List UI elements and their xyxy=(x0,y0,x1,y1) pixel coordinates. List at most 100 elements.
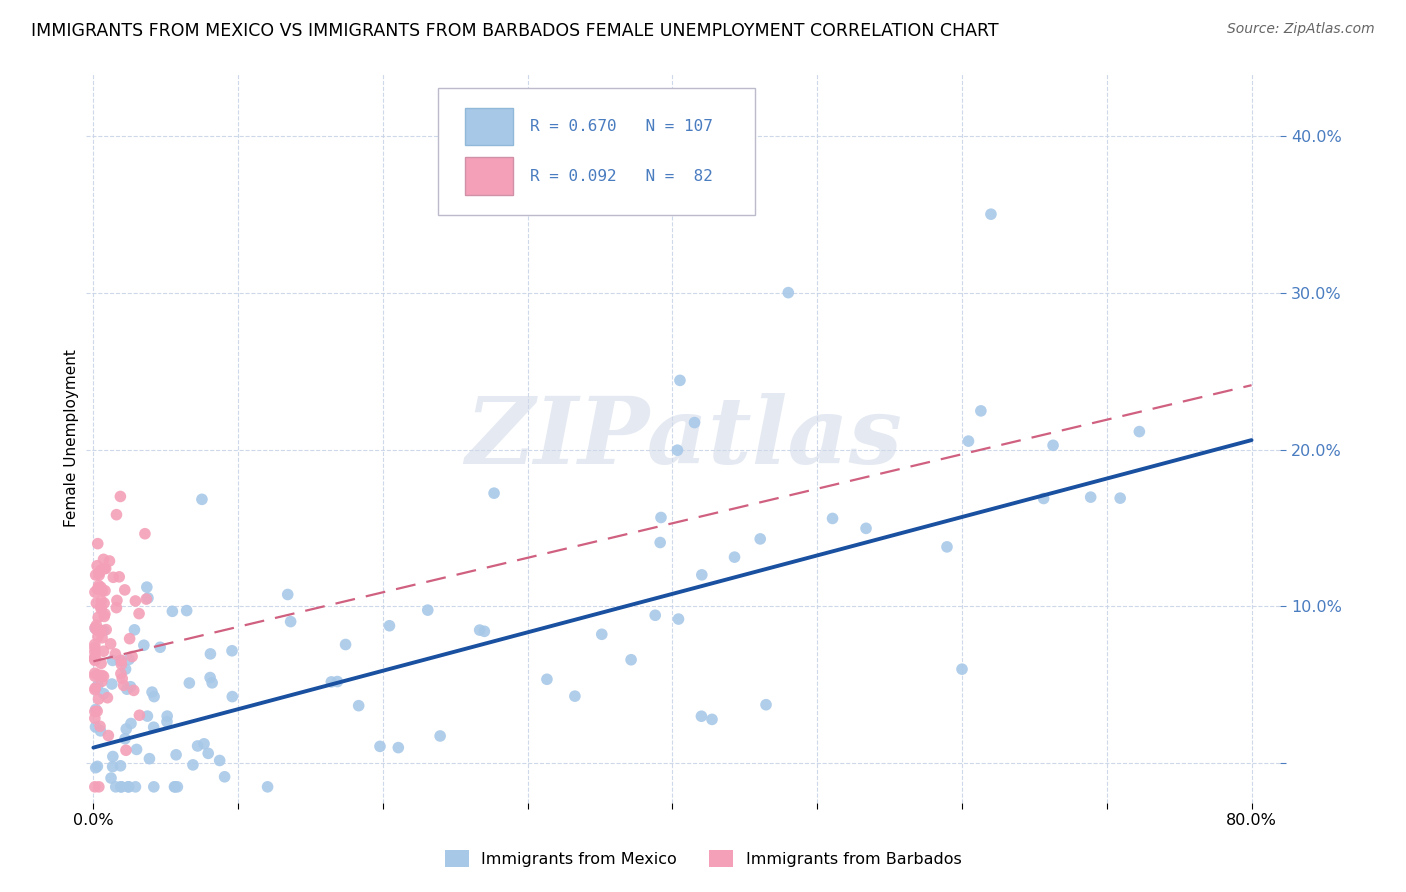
Point xyxy=(110,666,132,681)
Point xyxy=(114,582,136,597)
Point xyxy=(120,680,142,694)
Point xyxy=(110,653,132,667)
Point xyxy=(280,615,302,629)
Point xyxy=(122,683,145,698)
Point xyxy=(84,621,107,635)
Point xyxy=(115,722,138,736)
Text: R = 0.670   N = 107: R = 0.670 N = 107 xyxy=(530,119,713,134)
Point xyxy=(723,550,745,565)
Point xyxy=(650,535,672,549)
Point xyxy=(221,644,243,658)
Point xyxy=(93,596,115,610)
Point xyxy=(683,416,706,430)
Point xyxy=(86,558,108,573)
Point xyxy=(141,685,163,699)
Point xyxy=(690,709,713,723)
Point xyxy=(105,593,128,607)
Point xyxy=(163,780,186,794)
Point xyxy=(201,675,224,690)
Point xyxy=(94,583,117,598)
Point xyxy=(429,729,451,743)
Point xyxy=(110,654,132,668)
Point xyxy=(118,652,141,666)
Point xyxy=(86,618,108,632)
Point xyxy=(474,624,496,639)
Point xyxy=(110,657,132,672)
Point xyxy=(368,739,391,754)
Point xyxy=(321,674,343,689)
Point xyxy=(468,623,491,637)
Text: IMMIGRANTS FROM MEXICO VS IMMIGRANTS FROM BARBADOS FEMALE UNEMPLOYMENT CORRELATI: IMMIGRANTS FROM MEXICO VS IMMIGRANTS FRO… xyxy=(31,22,998,40)
Point xyxy=(100,771,122,785)
Point xyxy=(83,640,105,655)
Point xyxy=(84,761,107,775)
Point xyxy=(666,443,689,458)
Point xyxy=(115,743,138,757)
Point xyxy=(83,650,105,665)
Point xyxy=(416,603,439,617)
Point xyxy=(87,679,110,693)
Point xyxy=(101,749,124,764)
Point xyxy=(138,752,160,766)
Point xyxy=(83,666,105,681)
Point xyxy=(142,720,165,734)
Point xyxy=(110,490,132,504)
Point xyxy=(84,568,107,582)
Point xyxy=(108,570,131,584)
Point xyxy=(90,599,112,614)
Point xyxy=(104,780,127,794)
Point xyxy=(128,708,150,723)
Point xyxy=(936,540,959,554)
Point xyxy=(136,709,159,723)
Point xyxy=(256,780,278,794)
Point xyxy=(90,593,112,607)
Point xyxy=(124,623,146,637)
Point xyxy=(89,723,111,738)
Point xyxy=(117,780,139,794)
Point xyxy=(198,671,221,685)
Point xyxy=(128,607,150,621)
Point xyxy=(855,521,877,535)
Point xyxy=(96,623,118,637)
Point xyxy=(191,492,214,507)
Point xyxy=(87,566,110,580)
Point xyxy=(221,690,243,704)
Point xyxy=(749,532,772,546)
Y-axis label: Female Unemployment: Female Unemployment xyxy=(65,349,79,526)
FancyBboxPatch shape xyxy=(465,157,513,195)
Point xyxy=(326,674,349,689)
Point xyxy=(97,729,120,743)
Point xyxy=(125,742,148,756)
Point xyxy=(91,631,114,645)
Point xyxy=(110,780,132,794)
Text: ZIPatlas: ZIPatlas xyxy=(465,392,901,483)
Point xyxy=(536,673,558,687)
Point xyxy=(87,692,110,706)
Point xyxy=(669,373,692,387)
Point xyxy=(96,690,118,705)
Point xyxy=(821,511,844,525)
Point xyxy=(83,650,105,665)
Point xyxy=(83,682,105,697)
Point xyxy=(87,610,110,624)
Point xyxy=(93,561,115,575)
Point xyxy=(117,780,139,794)
Point xyxy=(690,567,713,582)
Point xyxy=(165,747,187,762)
Point xyxy=(86,582,108,596)
Point xyxy=(200,647,222,661)
Point xyxy=(104,647,127,661)
Point xyxy=(118,632,141,646)
Point xyxy=(83,711,105,725)
Point xyxy=(564,689,586,703)
Point xyxy=(114,662,136,676)
Point xyxy=(112,678,135,692)
Point xyxy=(208,754,231,768)
Point xyxy=(378,618,401,632)
Point xyxy=(121,649,143,664)
Point xyxy=(83,637,105,651)
Point xyxy=(91,668,114,682)
Point xyxy=(668,612,690,626)
Point xyxy=(124,594,146,608)
Point xyxy=(755,698,778,712)
